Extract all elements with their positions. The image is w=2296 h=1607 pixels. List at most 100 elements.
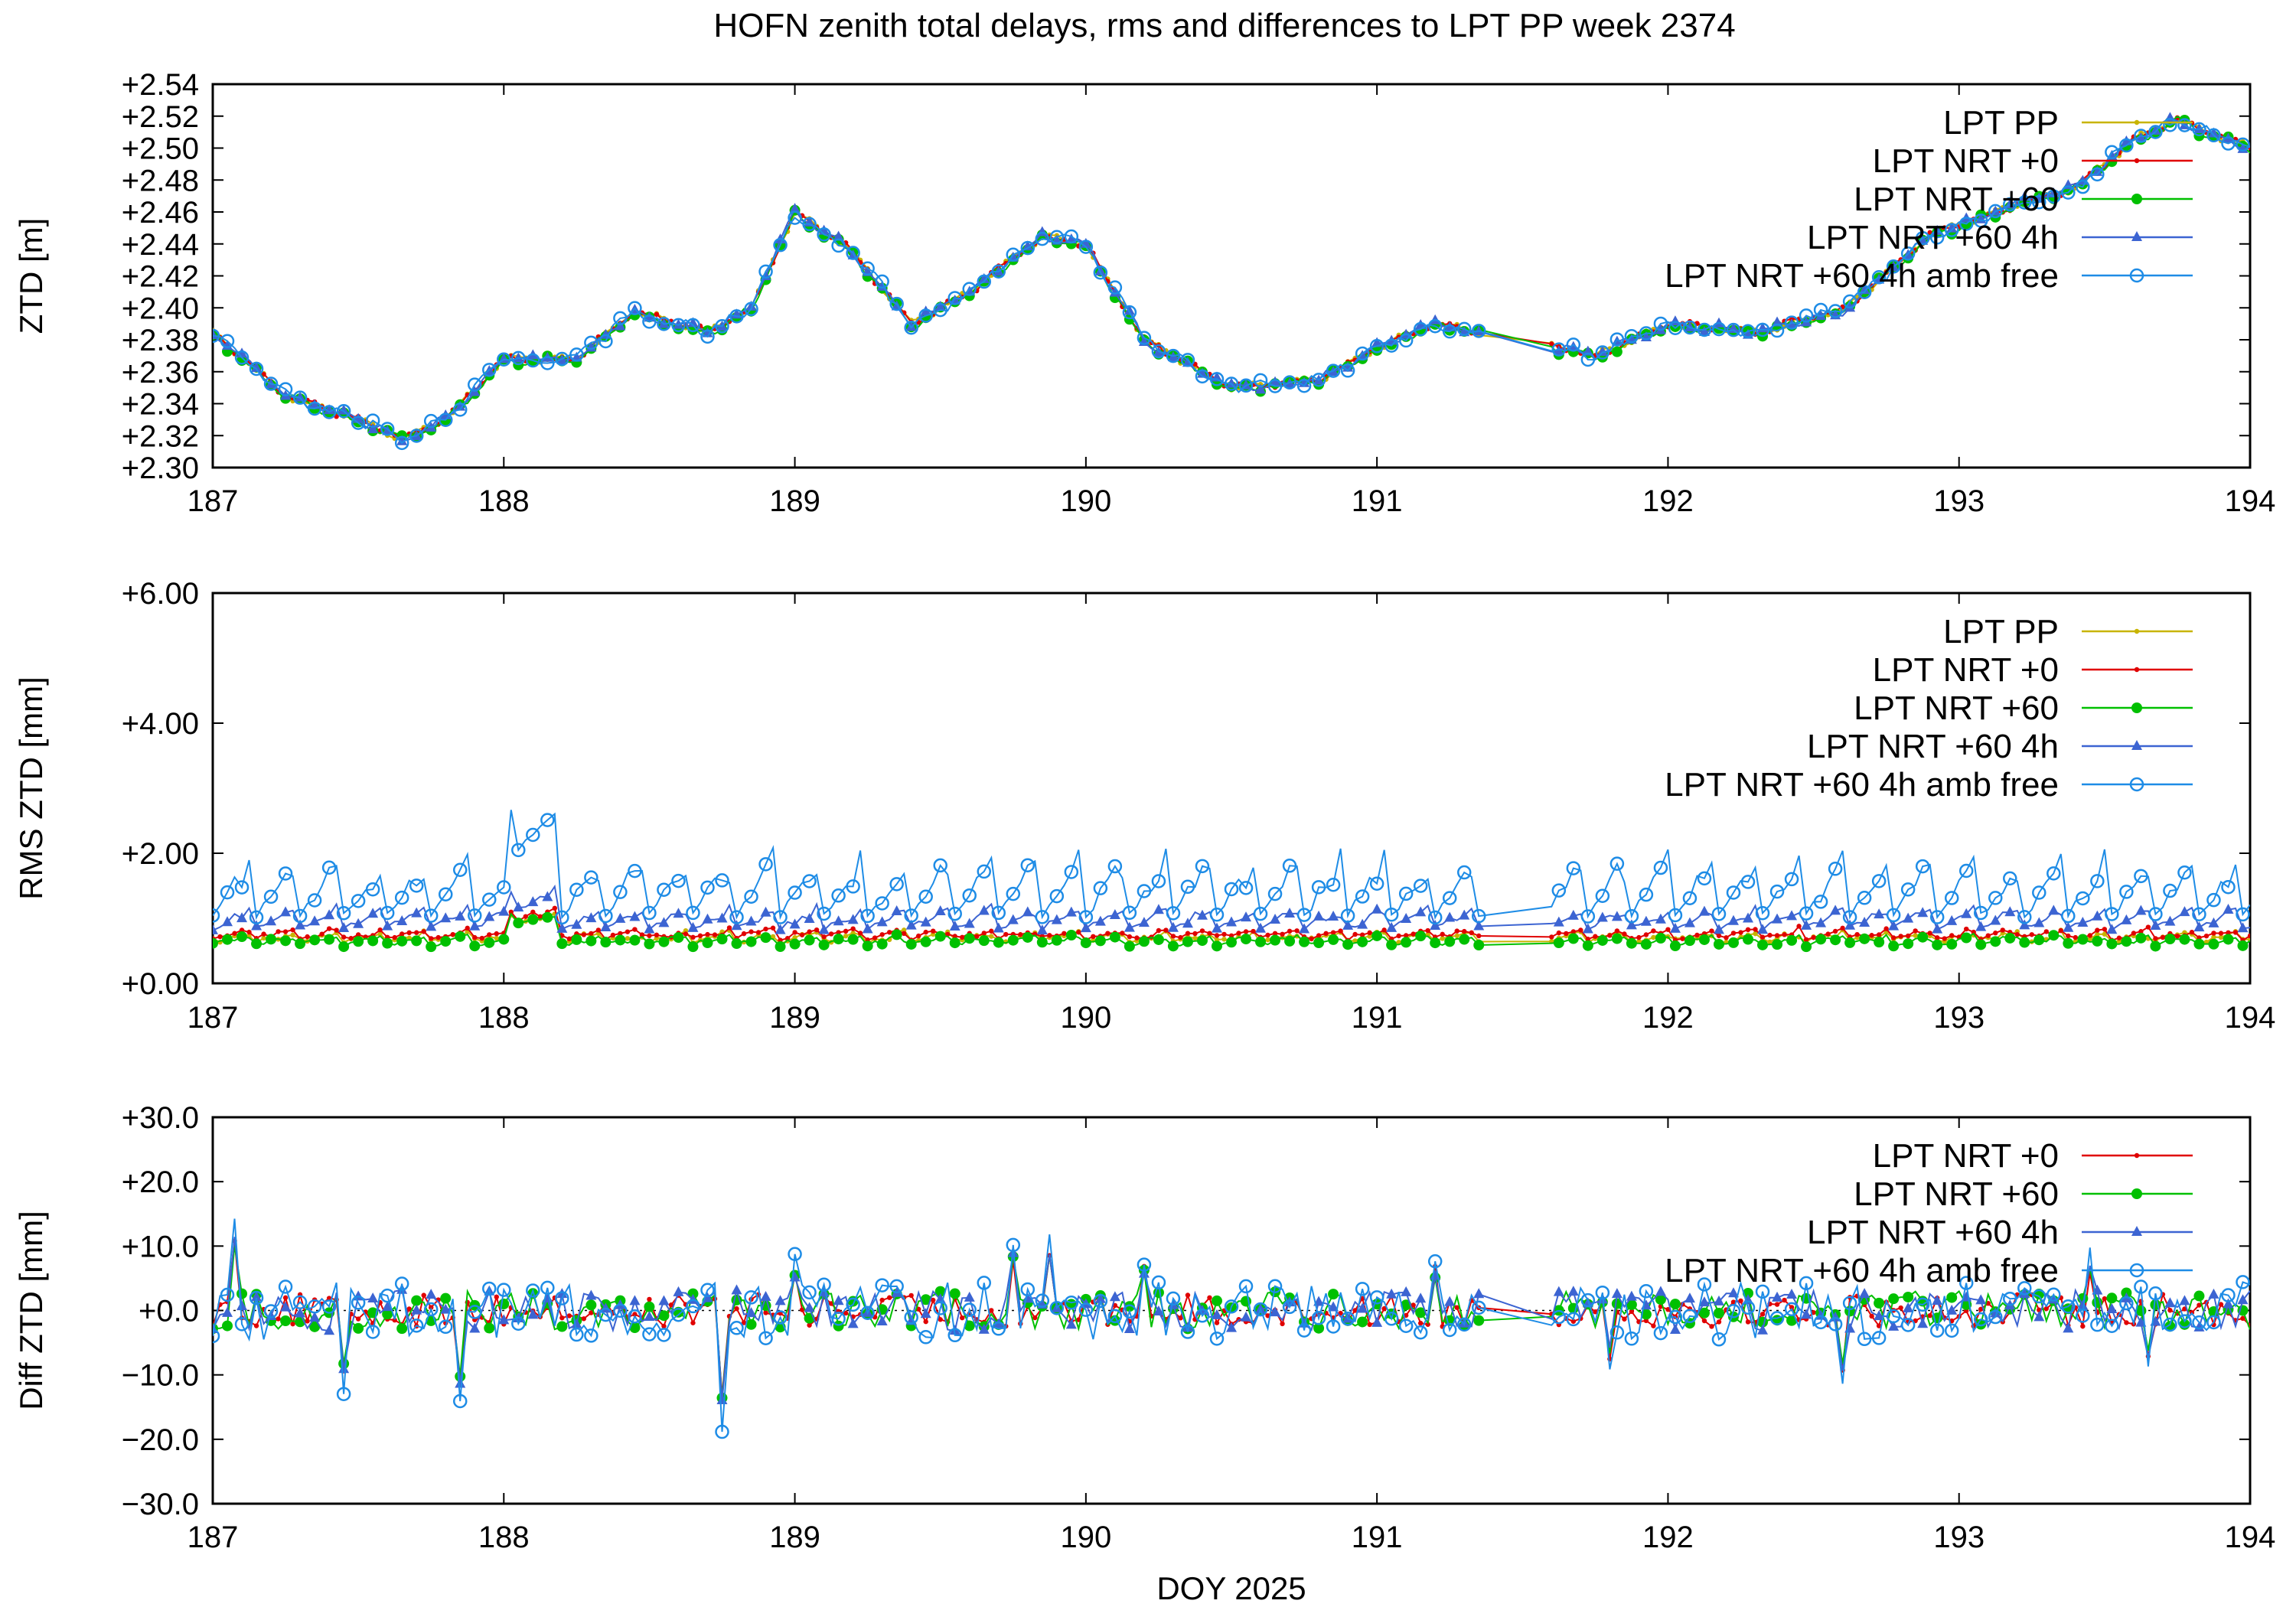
data-point xyxy=(455,400,466,411)
data-point xyxy=(1567,1286,1579,1296)
data-point xyxy=(305,934,310,940)
data-point xyxy=(923,1319,928,1325)
data-point xyxy=(251,938,263,950)
data-point xyxy=(1182,936,1193,947)
data-point xyxy=(1927,230,1932,236)
data-point xyxy=(1757,1324,1769,1335)
data-point xyxy=(1371,903,1383,914)
legend-entry-lpt-pp: LPT PP xyxy=(1943,613,2059,650)
data-point xyxy=(1857,1332,1872,1347)
data-point xyxy=(846,879,860,894)
data-point xyxy=(217,934,223,940)
data-point xyxy=(1167,940,1179,952)
data-point xyxy=(338,404,350,415)
data-point xyxy=(1655,1286,1666,1296)
data-point xyxy=(1415,906,1427,917)
data-point xyxy=(1709,1324,1714,1329)
data-point xyxy=(1459,909,1470,920)
data-point xyxy=(220,1287,235,1302)
data-point xyxy=(2240,1315,2245,1322)
data-point xyxy=(1753,931,1758,937)
data-point xyxy=(1251,928,1256,934)
data-point xyxy=(629,934,641,946)
data-point xyxy=(351,1296,366,1310)
data-point xyxy=(1182,918,1193,928)
data-point xyxy=(991,264,1006,279)
data-point xyxy=(993,937,1004,948)
data-point xyxy=(426,1289,437,1299)
data-point xyxy=(1120,931,1125,936)
data-point xyxy=(2092,910,2103,921)
data-point xyxy=(581,1316,587,1322)
data-point xyxy=(1697,871,1712,886)
data-point xyxy=(411,1304,422,1315)
data-point xyxy=(2003,871,2017,886)
data-point xyxy=(1913,933,1918,938)
data-point xyxy=(788,1247,802,1262)
data-point xyxy=(2061,908,2076,924)
data-point xyxy=(1287,928,1293,934)
data-point xyxy=(1265,937,1270,943)
data-point xyxy=(1840,925,1845,931)
data-point xyxy=(2043,929,2049,934)
data-point xyxy=(1669,1299,1681,1310)
data-point xyxy=(1944,891,1959,905)
legend-entry-lpt-nrt-60: LPT NRT +60 xyxy=(1854,689,2059,727)
data-point xyxy=(1803,937,1809,943)
data-point xyxy=(1355,346,1370,361)
data-point xyxy=(644,923,655,934)
data-point xyxy=(658,917,670,927)
data-point xyxy=(1593,934,1598,939)
data-point xyxy=(847,914,859,924)
data-point xyxy=(1180,353,1195,367)
data-point xyxy=(1282,375,1297,390)
data-point xyxy=(1626,1290,1637,1301)
data-point xyxy=(1582,345,1593,356)
data-point xyxy=(2177,865,2192,880)
data-point xyxy=(423,908,439,923)
data-point xyxy=(1567,909,1579,920)
data-point xyxy=(962,1302,977,1317)
data-point xyxy=(1442,891,1457,905)
data-point xyxy=(773,910,788,924)
data-point xyxy=(365,413,380,428)
data-point xyxy=(1328,911,1339,921)
data-point xyxy=(1639,887,1654,902)
data-point xyxy=(1596,934,1608,946)
data-point xyxy=(1224,376,1239,391)
data-point xyxy=(1270,1306,1281,1317)
data-point xyxy=(1006,886,1021,901)
data-point xyxy=(2218,934,2224,940)
data-point xyxy=(1651,928,1656,934)
y-tick-label: −10.0 xyxy=(122,1359,199,1393)
data-point xyxy=(290,932,295,938)
data-point xyxy=(1567,341,1579,351)
data-point xyxy=(2124,1320,2129,1325)
data-point xyxy=(1595,345,1610,360)
data-point xyxy=(1842,1296,1857,1311)
data-point xyxy=(2019,919,2030,930)
y-axis-label: RMS ZTD [mm] xyxy=(13,676,49,900)
data-point xyxy=(891,905,902,916)
data-point xyxy=(1047,933,1052,938)
data-point xyxy=(2150,940,2161,952)
data-point xyxy=(1384,1312,1399,1326)
data-point xyxy=(1238,378,1254,393)
data-point xyxy=(1639,1283,1654,1299)
data-point xyxy=(1614,928,1620,934)
data-point xyxy=(715,319,729,334)
data-point xyxy=(1694,932,1700,938)
data-point xyxy=(1369,1290,1384,1305)
data-point xyxy=(758,264,773,279)
data-point xyxy=(1975,921,1987,931)
data-point xyxy=(875,1278,889,1292)
data-point xyxy=(1743,1287,1754,1299)
data-point xyxy=(2063,921,2074,932)
data-point xyxy=(1857,285,1872,299)
data-point xyxy=(1049,1301,1065,1315)
x-axis-label: DOY 2025 xyxy=(1156,1570,1306,1606)
data-point xyxy=(1900,246,1916,261)
data-point xyxy=(1238,881,1254,895)
data-point xyxy=(934,931,946,942)
legend-marker xyxy=(2131,702,2142,713)
